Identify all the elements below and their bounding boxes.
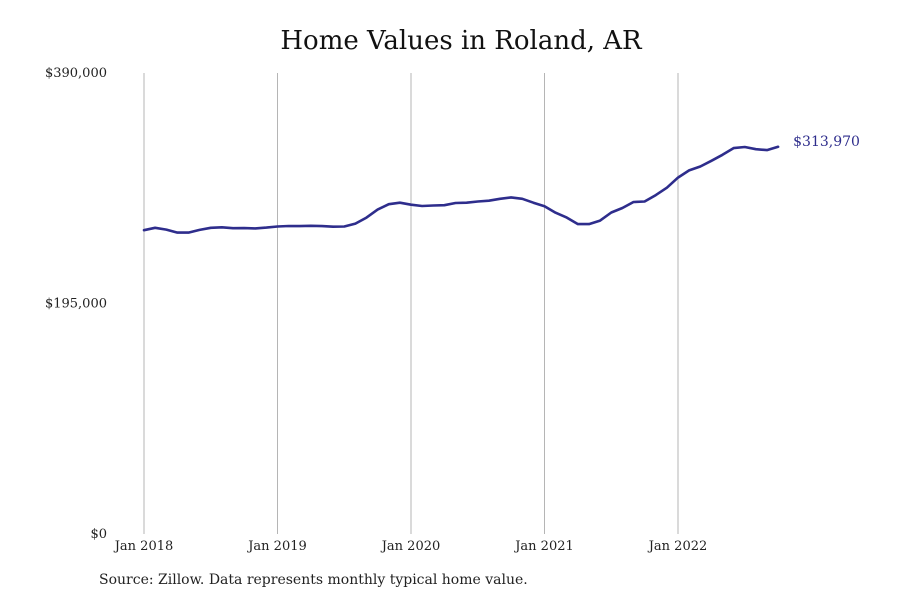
- end-value-label: $313,970: [793, 134, 860, 150]
- chart-title: Home Values in Roland, AR: [280, 26, 642, 56]
- series-line: [142, 145, 780, 234]
- x-tick-label: Jan 2019: [246, 539, 307, 554]
- y-axis-ticks: $390,000 $195,000 $0: [45, 66, 107, 542]
- source-note: Source: Zillow. Data represents monthly …: [99, 572, 528, 588]
- x-axis-ticks: Jan 2018 Jan 2019 Jan 2020 Jan 2021 Jan 2022: [113, 539, 708, 554]
- x-tick-label: Jan 2020: [380, 539, 441, 554]
- gridlines: [143, 73, 679, 534]
- y-tick-label: $0: [90, 527, 107, 542]
- x-tick-label: Jan 2022: [647, 539, 708, 554]
- x-tick-label: Jan 2021: [513, 539, 574, 554]
- y-tick-label: $195,000: [45, 297, 107, 312]
- y-tick-label: $390,000: [45, 66, 107, 81]
- x-tick-label: Jan 2018: [113, 539, 174, 554]
